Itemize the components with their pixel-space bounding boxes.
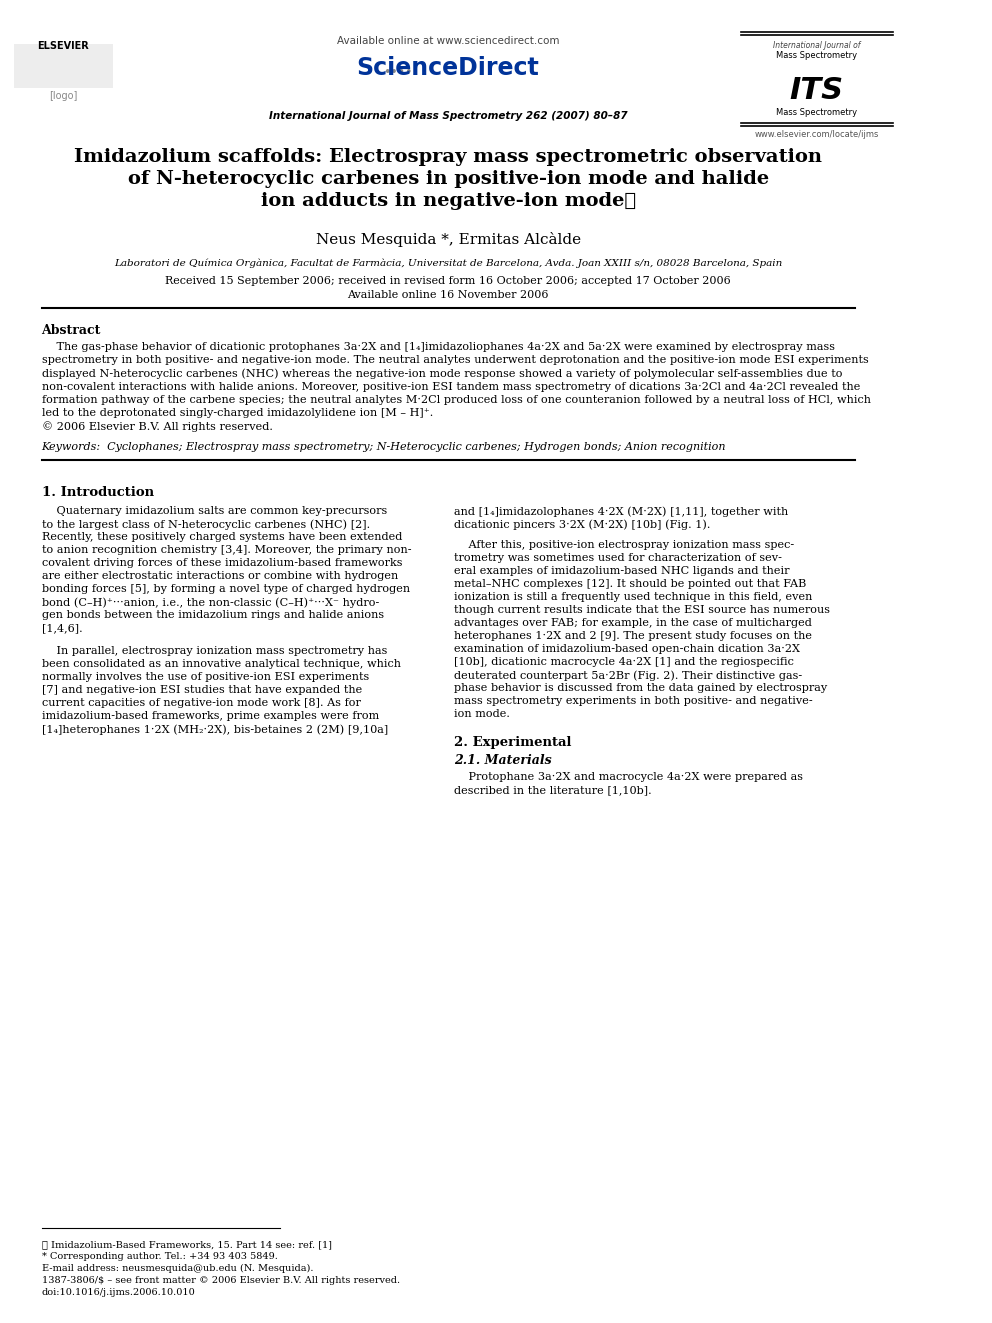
Text: bonding forces [5], by forming a novel type of charged hydrogen: bonding forces [5], by forming a novel t…	[42, 585, 410, 594]
Text: displayed N-heterocyclic carbenes (NHC) whereas the negative-ion mode response s: displayed N-heterocyclic carbenes (NHC) …	[42, 368, 842, 378]
Text: to anion recognition chemistry [3,4]. Moreover, the primary non-: to anion recognition chemistry [3,4]. Mo…	[42, 545, 411, 556]
Text: Laboratori de Química Orgànica, Facultat de Farmàcia, Universitat de Barcelona, : Laboratori de Química Orgànica, Facultat…	[114, 258, 783, 267]
Text: ion mode.: ion mode.	[454, 709, 510, 720]
Text: spectrometry in both positive- and negative-ion mode. The neutral analytes under: spectrometry in both positive- and negat…	[42, 355, 868, 365]
Text: ScienceDirect: ScienceDirect	[357, 56, 540, 79]
Text: 2. Experimental: 2. Experimental	[454, 737, 572, 749]
Text: normally involves the use of positive-ion ESI experiments: normally involves the use of positive-io…	[42, 672, 369, 683]
Text: Mass Spectrometry: Mass Spectrometry	[776, 108, 857, 116]
Text: ••••: ••••	[383, 66, 413, 79]
Text: been consolidated as an innovative analytical technique, which: been consolidated as an innovative analy…	[42, 659, 401, 669]
Text: imidazolium-based frameworks, prime examples were from: imidazolium-based frameworks, prime exam…	[42, 712, 379, 721]
Text: The gas-phase behavior of dicationic protophanes 3a·2X and [1₄]imidazoliophanes : The gas-phase behavior of dicationic pro…	[42, 343, 834, 352]
Text: to the largest class of N-heterocyclic carbenes (NHC) [2].: to the largest class of N-heterocyclic c…	[42, 520, 370, 531]
Text: led to the deprotonated singly-charged imidazolylidene ion [M – H]⁺.: led to the deprotonated singly-charged i…	[42, 407, 433, 418]
Text: heterophanes 1·2X and 2 [9]. The present study focuses on the: heterophanes 1·2X and 2 [9]. The present…	[454, 631, 812, 642]
Text: doi:10.1016/j.ijms.2006.10.010: doi:10.1016/j.ijms.2006.10.010	[42, 1289, 195, 1297]
Text: Available online 16 November 2006: Available online 16 November 2006	[347, 290, 549, 300]
Text: 1387-3806/$ – see front matter © 2006 Elsevier B.V. All rights reserved.: 1387-3806/$ – see front matter © 2006 El…	[42, 1275, 400, 1285]
Text: ELSEVIER: ELSEVIER	[38, 41, 89, 52]
Text: www.elsevier.com/locate/ijms: www.elsevier.com/locate/ijms	[755, 130, 879, 139]
Text: [10b], dicationic macrocycle 4a·2X [1] and the regiospecific: [10b], dicationic macrocycle 4a·2X [1] a…	[454, 658, 795, 667]
Text: International Journal of: International Journal of	[773, 41, 860, 50]
FancyBboxPatch shape	[14, 44, 113, 89]
Text: current capacities of negative-ion mode work [8]. As for: current capacities of negative-ion mode …	[42, 699, 360, 708]
Text: Protophane 3a·2X and macrocycle 4a·2X were prepared as: Protophane 3a·2X and macrocycle 4a·2X we…	[454, 773, 804, 782]
Text: mass spectrometry experiments in both positive- and negative-: mass spectrometry experiments in both po…	[454, 696, 813, 706]
Text: [7] and negative-ion ESI studies that have expanded the: [7] and negative-ion ESI studies that ha…	[42, 685, 362, 696]
Text: ionization is still a frequently used technique in this field, even: ionization is still a frequently used te…	[454, 593, 812, 602]
Text: covalent driving forces of these imidazolium-based frameworks: covalent driving forces of these imidazo…	[42, 558, 402, 569]
Text: ITS: ITS	[790, 75, 844, 105]
Text: International Journal of Mass Spectrometry 262 (2007) 80–87: International Journal of Mass Spectromet…	[269, 111, 627, 120]
Text: eral examples of imidazolium-based NHC ligands and their: eral examples of imidazolium-based NHC l…	[454, 566, 790, 577]
Text: 2.1. Materials: 2.1. Materials	[454, 754, 552, 767]
Text: 1. Introduction: 1. Introduction	[42, 487, 154, 499]
Text: Imidazolium scaffolds: Electrospray mass spectrometric observation: Imidazolium scaffolds: Electrospray mass…	[74, 148, 822, 165]
Text: and [1₄]imidazolophanes 4·2X (M·2X) [1,11], together with: and [1₄]imidazolophanes 4·2X (M·2X) [1,1…	[454, 507, 789, 517]
Text: Available online at www.sciencedirect.com: Available online at www.sciencedirect.co…	[337, 36, 559, 46]
Text: E-mail address: neusmesquida@ub.edu (N. Mesquida).: E-mail address: neusmesquida@ub.edu (N. …	[42, 1263, 313, 1273]
Text: Neus Mesquida *, Ermitas Alcàlde: Neus Mesquida *, Ermitas Alcàlde	[315, 232, 580, 247]
Text: [1,4,6].: [1,4,6].	[42, 623, 82, 634]
Text: gen bonds between the imidazolium rings and halide anions: gen bonds between the imidazolium rings …	[42, 610, 384, 620]
Text: though current results indicate that the ESI source has numerous: though current results indicate that the…	[454, 606, 830, 615]
Text: In parallel, electrospray ionization mass spectrometry has: In parallel, electrospray ionization mas…	[42, 647, 387, 656]
Text: © 2006 Elsevier B.V. All rights reserved.: © 2006 Elsevier B.V. All rights reserved…	[42, 421, 273, 433]
Text: are either electrostatic interactions or combine with hydrogen: are either electrostatic interactions or…	[42, 572, 398, 581]
Text: After this, positive-ion electrospray ionization mass spec-: After this, positive-ion electrospray io…	[454, 540, 795, 550]
Text: phase behavior is discussed from the data gained by electrospray: phase behavior is discussed from the dat…	[454, 684, 827, 693]
Text: examination of imidazolium-based open-chain dication 3a·2X: examination of imidazolium-based open-ch…	[454, 644, 801, 655]
Text: Mass Spectrometry: Mass Spectrometry	[776, 52, 857, 60]
Text: deuterated counterpart 5a·2Br (Fig. 2). Their distinctive gas-: deuterated counterpart 5a·2Br (Fig. 2). …	[454, 671, 803, 681]
Text: Abstract: Abstract	[42, 324, 101, 337]
Text: metal–NHC complexes [12]. It should be pointed out that FAB: metal–NHC complexes [12]. It should be p…	[454, 579, 806, 590]
Text: trometry was sometimes used for characterization of sev-: trometry was sometimes used for characte…	[454, 553, 783, 564]
Text: advantages over FAB; for example, in the case of multicharged: advantages over FAB; for example, in the…	[454, 618, 812, 628]
Text: formation pathway of the carbene species; the neutral analytes M·2Cl produced lo: formation pathway of the carbene species…	[42, 394, 871, 405]
Text: [logo]: [logo]	[49, 91, 77, 101]
Text: described in the literature [1,10b].: described in the literature [1,10b].	[454, 786, 652, 795]
Text: ion adducts in negative-ion mode★: ion adducts in negative-ion mode★	[261, 192, 636, 210]
Text: dicationic pincers 3·2X (M·2X) [10b] (Fig. 1).: dicationic pincers 3·2X (M·2X) [10b] (Fi…	[454, 520, 711, 531]
Text: non-covalent interactions with halide anions. Moreover, positive-ion ESI tandem : non-covalent interactions with halide an…	[42, 381, 860, 392]
Text: [1₄]heterophanes 1·2X (MH₂·2X), bis-betaines 2 (2M) [9,10a]: [1₄]heterophanes 1·2X (MH₂·2X), bis-beta…	[42, 725, 388, 736]
Text: of N-heterocyclic carbenes in positive-ion mode and halide: of N-heterocyclic carbenes in positive-i…	[128, 169, 769, 188]
Text: ★ Imidazolium-Based Frameworks, 15. Part 14 see: ref. [1]: ★ Imidazolium-Based Frameworks, 15. Part…	[42, 1240, 331, 1249]
Text: Quaternary imidazolium salts are common key-precursors: Quaternary imidazolium salts are common …	[42, 507, 387, 516]
Text: Keywords:  Cyclophanes; Electrospray mass spectrometry; N-Heterocyclic carbenes;: Keywords: Cyclophanes; Electrospray mass…	[42, 442, 726, 452]
Text: * Corresponding author. Tel.: +34 93 403 5849.: * Corresponding author. Tel.: +34 93 403…	[42, 1252, 278, 1261]
Text: Recently, these positively charged systems have been extended: Recently, these positively charged syste…	[42, 532, 402, 542]
Text: bond (C–H)⁺···anion, i.e., the non-classic (C–H)⁺···X⁻ hydro-: bond (C–H)⁺···anion, i.e., the non-class…	[42, 598, 379, 609]
Text: Received 15 September 2006; received in revised form 16 October 2006; accepted 1: Received 15 September 2006; received in …	[166, 277, 731, 286]
